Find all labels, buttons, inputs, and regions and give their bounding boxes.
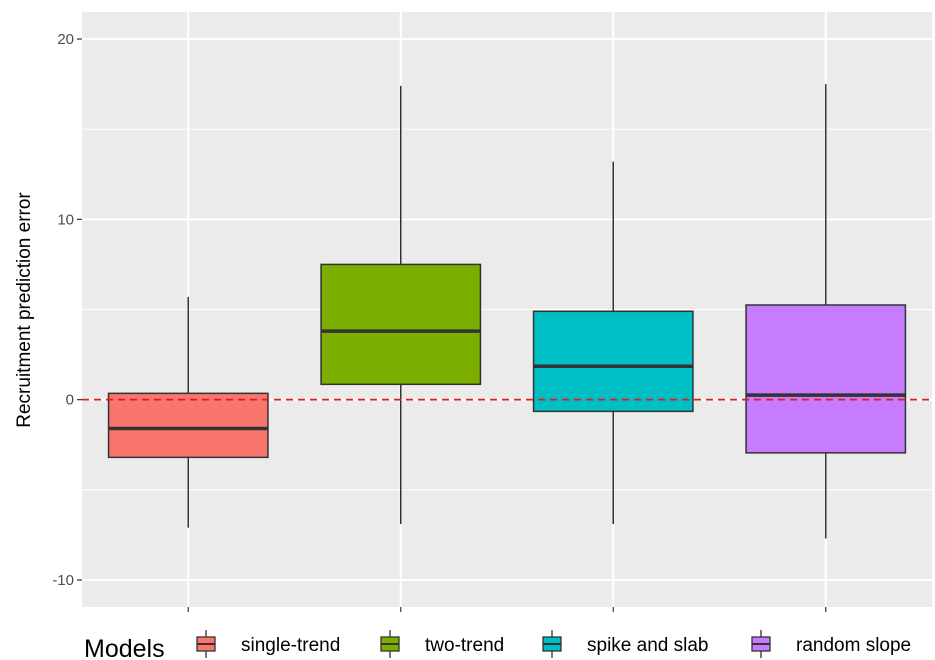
legend-label: two-trend xyxy=(425,635,504,656)
boxes-group xyxy=(107,84,907,539)
y-axis: -10 0 10 20 xyxy=(52,31,82,589)
x-axis xyxy=(187,607,827,612)
y-tick-label: 20 xyxy=(57,31,74,48)
legend-title: Models xyxy=(84,635,165,660)
box-body xyxy=(532,310,694,413)
legend-label: random slope xyxy=(796,635,911,656)
legend-key-random-slope xyxy=(751,630,771,658)
box-two-trend xyxy=(320,85,482,525)
y-axis-title: Recruitment prediction error xyxy=(14,192,35,428)
box-single-trend xyxy=(107,296,269,528)
legend: Models single-trend two-trend spike and sl… xyxy=(84,630,911,660)
box-random-slope xyxy=(745,84,907,539)
y-tick-label: 10 xyxy=(57,211,74,228)
legend-label: single-trend xyxy=(241,635,340,656)
legend-key-single-trend xyxy=(196,630,216,658)
legend-key-spike-and-slab xyxy=(542,630,562,658)
box-spike-and-slab xyxy=(532,161,694,525)
y-tick-label: -10 xyxy=(52,572,74,589)
box-body xyxy=(320,263,482,386)
box-body xyxy=(745,304,907,454)
legend-label: spike and slab xyxy=(587,635,708,656)
y-tick-label: 0 xyxy=(66,392,74,409)
box-body xyxy=(107,392,269,459)
legend-key-two-trend xyxy=(380,630,400,658)
